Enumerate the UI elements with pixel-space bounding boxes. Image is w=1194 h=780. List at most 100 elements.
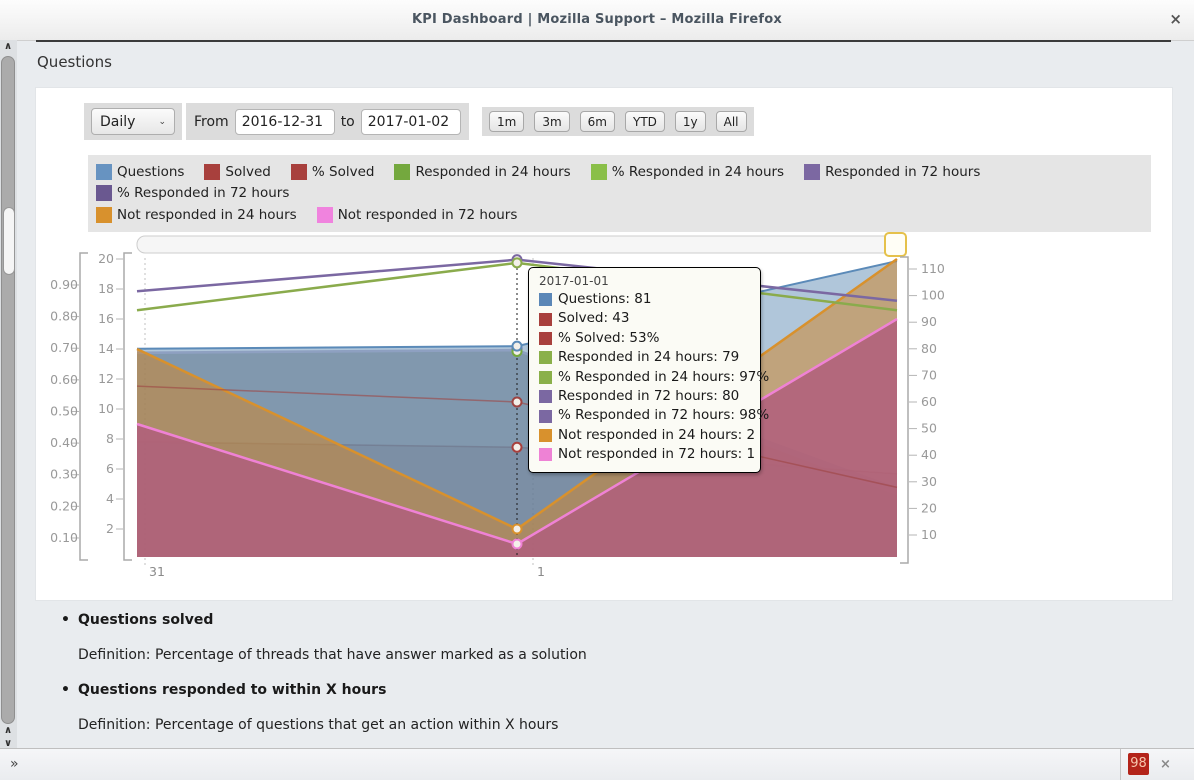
tooltip-swatch-icon bbox=[539, 332, 552, 346]
tooltip-value: % Responded in 24 hours: 97% bbox=[558, 368, 770, 385]
x-axis-label: 1 bbox=[537, 564, 545, 579]
hover-marker bbox=[511, 441, 523, 453]
date-range-group: From to bbox=[186, 103, 469, 140]
interval-select[interactable]: Daily ⌄ bbox=[91, 108, 175, 135]
axis-label-right: 30 bbox=[921, 474, 937, 489]
legend-swatch-icon bbox=[96, 185, 112, 201]
chart-area[interactable]: 0.90 0.80 0.70 0.60 0.50 0.40 0.30 0.20 0.10 20 18… bbox=[50, 228, 1158, 580]
axis-label-right: 70 bbox=[921, 367, 937, 382]
legend-item[interactable]: Not responded in 24 hours bbox=[96, 205, 297, 225]
definition-term: • Questions solved bbox=[61, 612, 1110, 628]
axis-label-right: 100 bbox=[921, 288, 945, 303]
hover-marker bbox=[511, 538, 523, 550]
range-button-all[interactable]: All bbox=[715, 111, 747, 132]
range-button-1m[interactable]: 1m bbox=[489, 111, 525, 132]
axis-label-count: 4 bbox=[106, 491, 114, 506]
page-title: Questions bbox=[37, 53, 112, 71]
axis-label-count: 20 bbox=[98, 251, 114, 266]
definition-term-text: Questions solved bbox=[78, 612, 214, 628]
findbar-close-icon[interactable]: × bbox=[1160, 757, 1171, 772]
legend-item[interactable]: Responded in 24 hours bbox=[394, 162, 571, 182]
tooltip-row: Responded in 72 hours: 80 bbox=[539, 387, 750, 406]
tooltip-row: % Responded in 72 hours: 98% bbox=[539, 406, 769, 425]
range-button-1y[interactable]: 1y bbox=[674, 111, 706, 132]
tooltip-row: % Responded in 24 hours: 97% bbox=[539, 368, 769, 387]
hover-marker bbox=[511, 396, 523, 408]
axis-label-count: 10 bbox=[98, 401, 114, 416]
interval-select-value: Daily bbox=[100, 113, 136, 130]
legend-label: Solved bbox=[225, 164, 271, 180]
axis-label-pct: 0.40 bbox=[50, 435, 78, 450]
tooltip-row: % Solved: 53% bbox=[539, 329, 750, 348]
left-scrollbar[interactable]: ∧ ∧ ∨ bbox=[0, 40, 17, 749]
tooltip-swatch-icon bbox=[539, 429, 552, 443]
bullet-icon: • bbox=[61, 612, 70, 628]
scroll-up-icon[interactable]: ∧ bbox=[3, 41, 13, 52]
axis-line bbox=[900, 256, 909, 564]
navigator-bar[interactable] bbox=[136, 235, 906, 254]
error-counter-badge: 98 bbox=[1128, 753, 1149, 775]
legend-item[interactable]: Not responded in 72 hours bbox=[316, 205, 518, 225]
legend-item[interactable]: % Solved bbox=[290, 162, 375, 182]
scroll-down-icon[interactable]: ∨ bbox=[3, 738, 13, 749]
interval-group: Daily ⌄ bbox=[84, 103, 182, 140]
navigator-handle[interactable] bbox=[884, 232, 907, 257]
definition-term: • Questions responded to within X hours bbox=[61, 682, 1110, 698]
axis-label-pct: 0.30 bbox=[50, 467, 78, 482]
axis-label-pct: 0.50 bbox=[50, 403, 78, 418]
tooltip-value: Responded in 72 hours: 80 bbox=[558, 388, 740, 405]
legend-item[interactable]: % Responded in 72 hours bbox=[96, 183, 289, 203]
legend-label: % Solved bbox=[311, 164, 375, 180]
tooltip-swatch-icon bbox=[539, 312, 552, 326]
legend-swatch-icon bbox=[316, 207, 333, 223]
legend-item[interactable]: Solved bbox=[204, 162, 271, 182]
legend-swatch-icon bbox=[394, 164, 411, 180]
chevron-down-icon: ⌄ bbox=[158, 116, 166, 127]
legend-item[interactable]: % Responded in 24 hours bbox=[590, 162, 784, 182]
series-area-not-responded-in-72-hours bbox=[137, 319, 897, 557]
legend-swatch-icon bbox=[804, 164, 821, 180]
findbar-expander-icon[interactable]: » bbox=[10, 756, 19, 772]
axis-label-pct: 0.60 bbox=[50, 372, 78, 387]
tooltip-swatch-icon bbox=[539, 448, 552, 462]
range-button-ytd[interactable]: YTD bbox=[624, 111, 665, 132]
dashboard-card: Daily ⌄ From to 1m 3m 6m YTD 1y All Questions… bbox=[36, 88, 1172, 600]
axis-line bbox=[79, 252, 88, 561]
tooltip-row: Not responded in 24 hours: 2 bbox=[539, 426, 755, 445]
axis-line bbox=[123, 252, 132, 561]
legend-label: % Responded in 72 hours bbox=[117, 185, 290, 201]
from-label: From bbox=[194, 113, 229, 130]
axis-label-pct: 0.20 bbox=[50, 498, 78, 513]
legend-label: Not responded in 24 hours bbox=[117, 207, 297, 223]
axis-label-count: 14 bbox=[98, 341, 114, 356]
scrollbar-track[interactable] bbox=[1, 56, 15, 724]
legend-label: Responded in 72 hours bbox=[825, 164, 981, 180]
legend-item[interactable]: Questions bbox=[96, 162, 184, 182]
axis-label-count: 2 bbox=[106, 521, 114, 536]
tooltip-value: Questions: 81 bbox=[558, 291, 652, 307]
tooltip-row: Questions: 81 bbox=[539, 290, 750, 309]
scroll-up2-icon[interactable]: ∧ bbox=[3, 725, 13, 736]
hover-marker bbox=[511, 340, 523, 352]
legend-label: Responded in 24 hours bbox=[415, 164, 571, 180]
axis-label-count: 8 bbox=[106, 431, 114, 446]
tooltip-value: Responded in 24 hours: 79 bbox=[558, 349, 740, 366]
legend-item[interactable]: Responded in 72 hours bbox=[804, 162, 980, 182]
legend-label: Not responded in 72 hours bbox=[337, 207, 518, 223]
axis-label-count: 6 bbox=[106, 461, 114, 476]
axis-label-right: 50 bbox=[921, 421, 937, 436]
chart-tooltip: 2017-01-01 Questions: 81 Solved: 43 % Solv… bbox=[528, 267, 769, 473]
definition-text: Definition: Percentage of threads that h… bbox=[78, 647, 587, 663]
scrollbar-thumb[interactable] bbox=[3, 207, 15, 275]
axis-label-right: 60 bbox=[921, 394, 937, 409]
from-date-input[interactable] bbox=[234, 108, 335, 135]
range-button-6m[interactable]: 6m bbox=[579, 111, 615, 132]
legend-swatch-icon bbox=[96, 207, 112, 223]
tooltip-value: Solved: 43 bbox=[558, 310, 630, 327]
to-date-input[interactable] bbox=[360, 108, 461, 135]
tooltip-value: % Solved: 53% bbox=[558, 329, 660, 346]
window-close-icon[interactable]: × bbox=[1169, 10, 1182, 28]
range-button-3m[interactable]: 3m bbox=[534, 111, 570, 132]
tooltip-value: Not responded in 72 hours: 1 bbox=[558, 446, 756, 463]
